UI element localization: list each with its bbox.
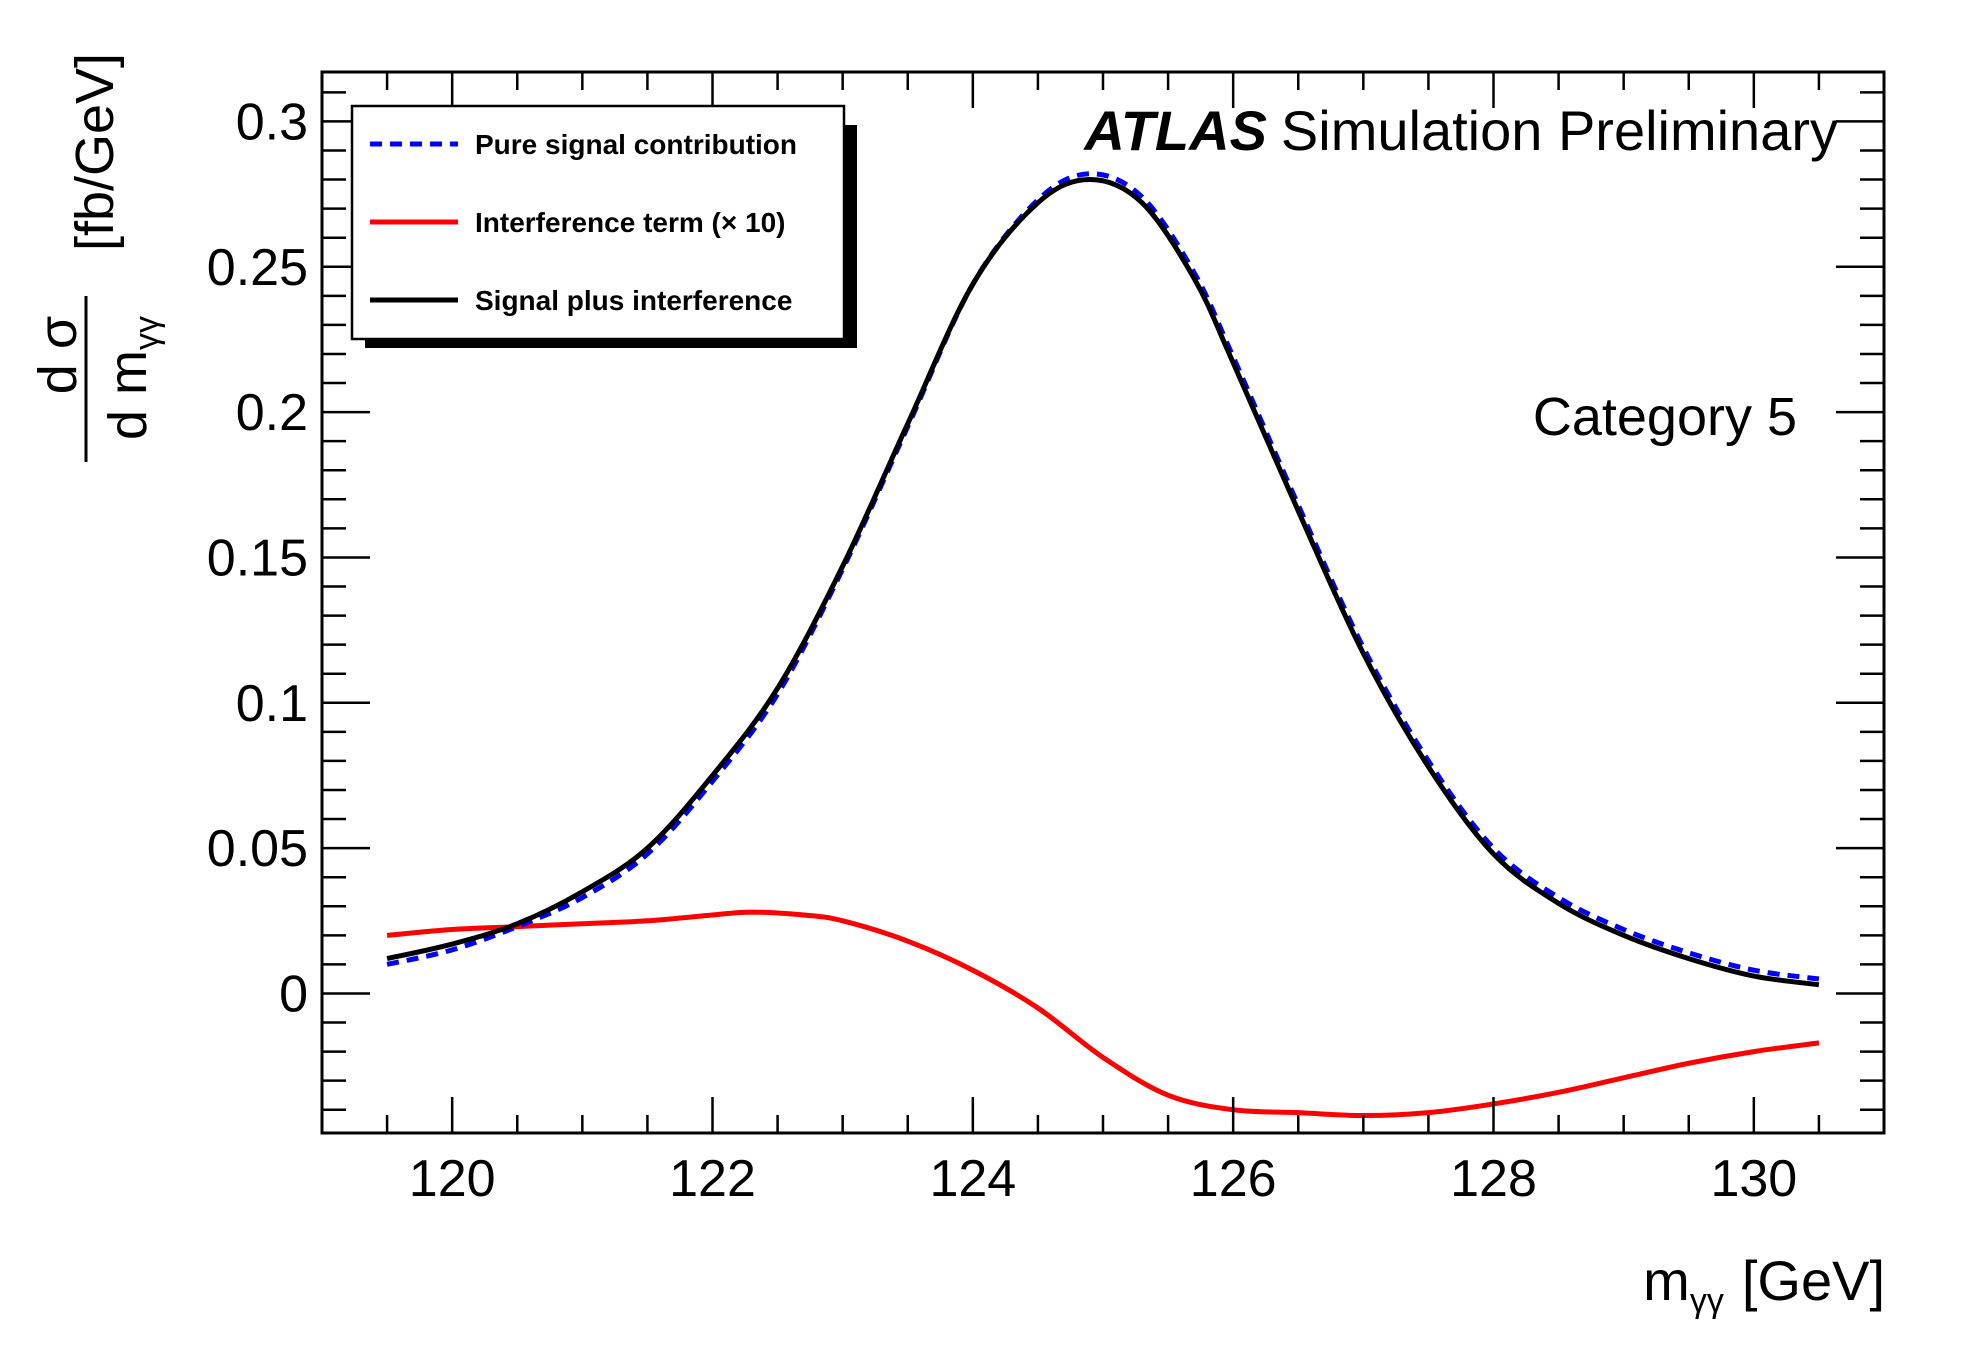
x-tick-label: 124: [929, 1150, 1016, 1208]
svg-text:mγγ[GeV]: mγγ [GeV]: [1643, 1249, 1885, 1320]
x-axis-title: mγγ [GeV]: [1643, 1249, 1885, 1320]
x-ticks-layer: 120 122 124 126 128 130: [320, 72, 1886, 1208]
y-tick-label: 0.2: [236, 384, 308, 442]
y-tick-label: 0.05: [207, 820, 308, 878]
legend-label-signal-plus-interference: Signal plus interference: [475, 285, 792, 316]
y-axis-title: d σ d mγγ [fb/GeV]: [28, 53, 166, 462]
y-tick-label: 0.3: [236, 93, 308, 151]
x-axis-title-sub: γγ: [1690, 1282, 1724, 1320]
legend-label-pure-signal: Pure signal contribution: [475, 129, 797, 160]
category-label: Category 5: [1533, 387, 1797, 447]
y-axis-title-unit: [fb/GeV]: [65, 53, 125, 251]
y-tick-label: 0.1: [236, 675, 308, 733]
y-axis-title-numerator: d σ: [28, 316, 88, 394]
y-axis-title-denominator: d m: [98, 350, 158, 440]
y-tick-label: 0: [279, 965, 308, 1023]
series-signal-plus-interference-line: [386, 177, 1820, 988]
legend: Pure signal contribution Interference te…: [350, 104, 857, 348]
curves-layer: [386, 171, 1820, 1119]
atlas-label-suffix: Simulation Preliminary: [1281, 99, 1838, 162]
x-axis-title-unit: [GeV]: [1742, 1249, 1885, 1312]
x-tick-label: 128: [1450, 1150, 1537, 1208]
plot-frame: [320, 70, 1886, 1135]
y-axis-title-denominator-sub: γγ: [128, 316, 166, 350]
y-tick-label: 0.25: [207, 239, 308, 297]
y-tick-label: 0.15: [207, 529, 308, 587]
series-pure-signal-line: [386, 171, 1820, 982]
x-axis-title-main: m: [1643, 1249, 1690, 1312]
x-tick-label: 120: [409, 1150, 496, 1208]
svg-text:d mγγ: d mγγ: [98, 316, 166, 440]
atlas-label-experiment: ATLAS: [1082, 99, 1267, 162]
x-tick-label: 130: [1710, 1150, 1797, 1208]
y-ticks-layer: 0 0.05 0.1 0.15 0.2 0.25 0.3: [207, 91, 1884, 1111]
atlas-label: ATLAS Simulation Preliminary: [1082, 99, 1838, 162]
legend-label-interference: Interference term (× 10): [475, 207, 785, 238]
x-tick-label: 122: [669, 1150, 756, 1208]
series-interference-line: [386, 909, 1820, 1119]
x-tick-label: 126: [1190, 1150, 1277, 1208]
